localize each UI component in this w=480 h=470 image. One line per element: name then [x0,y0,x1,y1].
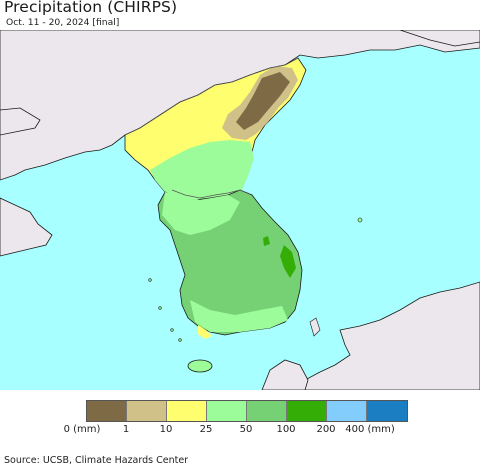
japan-land [299,281,480,390]
jeju-island [187,359,213,373]
legend-swatch-400+ [367,401,407,421]
legend-swatch-0-1 [87,401,127,421]
china-nk-border [124,57,299,136]
south-coast-light [190,300,288,332]
legend-swatch-25-50 [207,401,247,421]
legend-swatch-50-100 [247,401,287,421]
west-islet-1 [148,278,152,282]
very-dry-zone [236,72,290,130]
legend-label-7: 400 (mm) [345,424,395,435]
east-coast-heavy-small [263,236,270,246]
source-note: Source: UCSB, Climate Hazards Center [4,455,189,466]
legend-color-bar [86,400,408,422]
map-subtitle: Oct. 11 - 20, 2024 [final] [6,17,120,28]
southwest-dry [198,325,212,339]
peninsula-left [0,107,41,136]
legend-swatch-10-25 [167,401,207,421]
japan-kyushu [261,359,309,390]
ulleung-island [357,217,363,223]
legend-label-5: 100 [276,424,296,435]
south-korea-light [162,192,240,235]
north-korea-green [150,140,254,200]
west-islet-4 [178,338,182,342]
legend-label-4: 50 [239,424,253,435]
shandong-land [0,197,53,257]
west-islet-2 [158,306,162,310]
legend-label-1: 1 [122,424,130,435]
legend-swatch-100-200 [287,401,327,421]
legend-label-6: 200 [316,424,336,435]
dmz-border [171,189,251,199]
russia-land [399,30,480,47]
precipitation-map [0,30,480,390]
west-islet-3 [170,328,174,332]
tsushima-island [309,317,321,337]
legend-label-3: 25 [199,424,213,435]
east-coast-heavy [280,245,296,278]
map-title: Precipitation (CHIRPS) [4,0,178,16]
legend-swatch-1-10 [127,401,167,421]
legend-label-2: 10 [159,424,173,435]
legend-swatch-200-400 [327,401,367,421]
legend-label-0: 0 (mm) [63,424,101,435]
